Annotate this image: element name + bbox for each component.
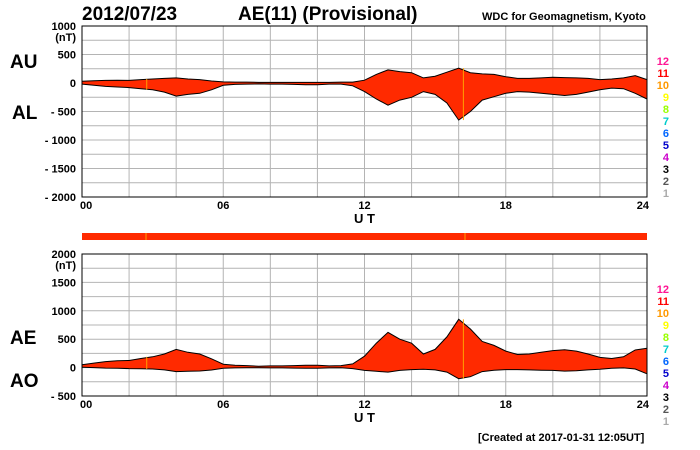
station-count-legend-item: 12 (657, 284, 669, 296)
plot-frame (81, 253, 648, 397)
ae-label: AE (10, 328, 37, 349)
station-count-legend-item: 6 (663, 356, 669, 368)
created-timestamp: [Created at 2017-01-31 12:05UT] (478, 432, 645, 444)
y-tick-label: 0 (70, 78, 76, 90)
au-label: AU (10, 52, 38, 73)
station-count-legend-item: 7 (663, 116, 669, 128)
series-line-ae (81, 318, 648, 367)
y-tick-label: 500 (58, 50, 76, 62)
station-count-legend-item: 1 (663, 188, 669, 200)
station-count-legend-item: 3 (663, 164, 669, 176)
ao-label: AO (10, 371, 39, 392)
station-count-legend-item: 11 (657, 68, 669, 80)
x-tick-label: 12 (358, 399, 370, 411)
y-tick-label: - 500 (51, 391, 76, 403)
area-fill-au-al (82, 68, 647, 121)
station-count-legend-item: 2 (663, 404, 669, 416)
y-tick-label: 1500 (52, 277, 76, 289)
station-count-legend-item: 4 (663, 380, 670, 392)
x-tick-label: 00 (80, 399, 92, 411)
x-tick-label: 00 (80, 200, 92, 212)
station-count-legend-item: 1 (663, 416, 669, 428)
x-tick-label: 24 (637, 399, 650, 411)
y-tick-label: - 500 (51, 107, 76, 119)
data-source-label: WDC for Geomagnetism, Kyoto (482, 11, 646, 23)
station-count-legend-item: 12 (657, 56, 669, 68)
station-count-legend-item: 5 (663, 140, 669, 152)
x-axis-label: U T (354, 410, 375, 425)
chart-title: AE(11) (Provisional) (238, 4, 418, 25)
y-tick-label: 0 (70, 363, 76, 375)
y-tick-label: 2000 (52, 249, 76, 261)
x-tick-label: 06 (217, 200, 229, 212)
y-tick-label: - 1000 (45, 135, 76, 147)
station-count-legend-item: 10 (657, 308, 669, 320)
station-count-legend-item: 11 (657, 296, 669, 308)
y-tick-label: 500 (58, 334, 76, 346)
station-count-legend-item: 9 (663, 92, 669, 104)
y-unit-label: (nT) (55, 32, 76, 44)
series-line-ao (81, 366, 648, 380)
x-tick-label: 06 (217, 399, 229, 411)
plot-frame (81, 25, 648, 198)
y-tick-label: - 1500 (45, 164, 76, 176)
station-count-legend-item: 3 (663, 392, 669, 404)
station-count-legend-item: 10 (657, 80, 669, 92)
x-tick-label: 12 (358, 200, 370, 212)
station-count-legend-item: 9 (663, 320, 669, 332)
series-line-al (81, 83, 648, 121)
y-tick-label: - 2000 (45, 192, 76, 204)
station-count-legend-item: 8 (663, 104, 669, 116)
y-unit-label: (nT) (55, 260, 76, 272)
x-tick-label: 18 (500, 200, 512, 212)
station-count-legend-item: 4 (663, 152, 670, 164)
y-tick-label: 1000 (52, 306, 76, 318)
area-fill-ae-ao (82, 319, 647, 379)
series-line-au (81, 67, 648, 83)
station-count-legend-item: 6 (663, 128, 669, 140)
data-availability-band (82, 233, 647, 240)
al-label: AL (12, 103, 38, 124)
date-label: 2012/07/23 (82, 4, 178, 25)
y-tick-label: 1000 (52, 21, 76, 33)
station-count-legend-item: 5 (663, 368, 669, 380)
x-axis-label: U T (354, 211, 375, 226)
station-count-legend-item: 8 (663, 332, 669, 344)
x-tick-label: 18 (500, 399, 512, 411)
x-tick-label: 24 (637, 200, 650, 212)
station-count-legend-item: 2 (663, 176, 669, 188)
station-count-legend-item: 7 (663, 344, 669, 356)
